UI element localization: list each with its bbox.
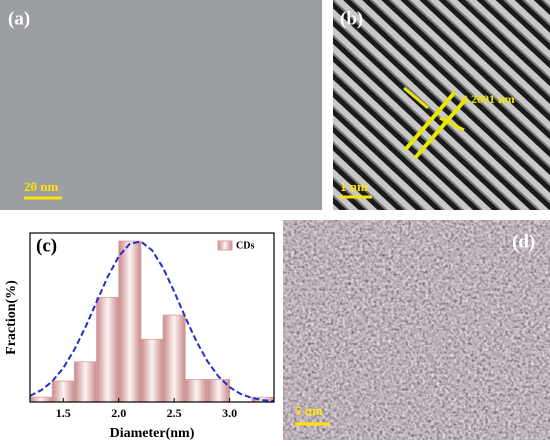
lattice-line [403,90,457,152]
x-tick-label: 1.5 [56,406,71,420]
legend-label: CDs [236,240,254,251]
annotation: 0.2091 nm [462,92,515,106]
fit-curve [29,240,275,403]
y-axis-label: Fraction(%) [4,280,19,355]
histogram: 1.5 2.0 2.5 3.0 Diameter(nm) Fraction(%) (c) CD… [4,232,275,441]
arrow [439,116,465,132]
scale-label: 20 nm [24,179,58,194]
bar [29,396,53,403]
x-tick-label: 2.0 [111,406,126,420]
plot-frame [29,232,275,403]
bar [96,296,120,403]
bar [73,361,97,403]
image-a-texture [0,0,322,210]
panel-label: (b) [340,8,363,29]
bar [162,314,186,403]
legend-swatch [217,240,233,251]
image-d-texture [283,220,550,440]
x-axis-label: Diameter(nm) [110,426,195,441]
x-tick-label: 2.5 [167,406,182,420]
scale-label: 5 nm [295,403,323,418]
lattice-line [413,98,467,160]
bar [140,338,164,403]
arrow [403,86,429,110]
panel-label: (c) [36,235,57,256]
bar [118,240,142,403]
scale-label: 1 nm [340,179,368,194]
x-tick-label: 3.0 [222,406,237,420]
bar [184,379,208,403]
panel-label: (a) [8,8,30,29]
panel-label: (d) [512,231,535,252]
